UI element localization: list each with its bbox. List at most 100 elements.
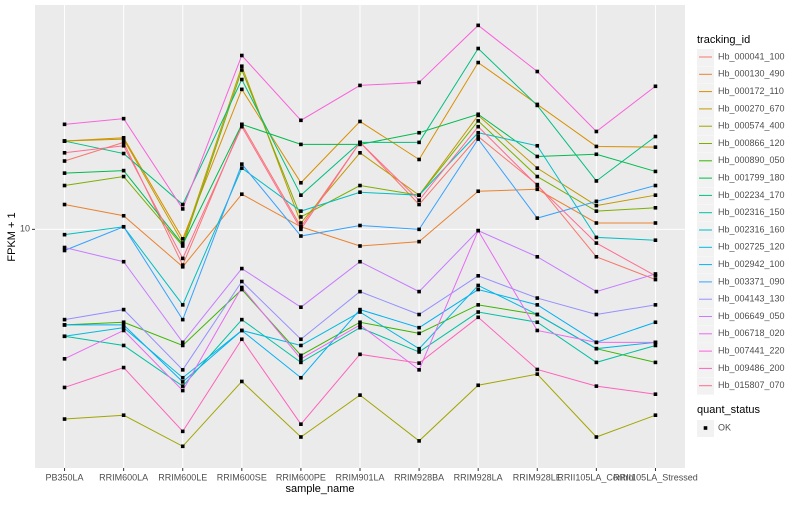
data-point bbox=[240, 285, 244, 290]
data-point bbox=[358, 259, 362, 264]
data-point bbox=[62, 171, 67, 175]
data-point bbox=[240, 68, 244, 72]
y-tick-label: 10 bbox=[20, 224, 30, 234]
legend-label: Hb_000890_050 bbox=[718, 155, 785, 165]
legend-swatch bbox=[703, 426, 708, 430]
data-point bbox=[299, 305, 303, 310]
data-point bbox=[180, 317, 185, 322]
data-point bbox=[121, 365, 126, 370]
data-point bbox=[62, 357, 67, 361]
data-point bbox=[653, 84, 658, 89]
data-point bbox=[417, 439, 421, 443]
data-point bbox=[535, 187, 540, 192]
data-point bbox=[299, 215, 303, 219]
data-point bbox=[653, 169, 658, 174]
legend-label: Hb_002942_100 bbox=[718, 259, 785, 269]
data-point bbox=[476, 124, 480, 129]
data-point bbox=[62, 385, 67, 390]
data-point bbox=[535, 303, 540, 307]
x-tick-label: RRIM600LE bbox=[158, 472, 207, 482]
data-point bbox=[358, 183, 362, 188]
data-point bbox=[121, 137, 126, 141]
data-point bbox=[180, 207, 185, 211]
data-point bbox=[121, 320, 126, 325]
data-point bbox=[476, 383, 480, 388]
data-point bbox=[535, 69, 540, 74]
legend-label: Hb_000130_490 bbox=[718, 69, 785, 79]
legend-label: Hb_003371_090 bbox=[718, 276, 785, 286]
data-point bbox=[535, 166, 540, 170]
data-point bbox=[417, 331, 421, 336]
legend-title: tracking_id bbox=[697, 34, 750, 46]
data-point bbox=[653, 272, 658, 276]
data-point bbox=[653, 320, 658, 325]
legend-label: Hb_004143_130 bbox=[718, 294, 785, 304]
data-point bbox=[121, 328, 126, 333]
data-point bbox=[594, 144, 599, 149]
data-point bbox=[299, 224, 303, 229]
data-point bbox=[653, 413, 658, 417]
data-point bbox=[594, 254, 599, 259]
data-point bbox=[240, 287, 244, 292]
x-tick-label: RRIM600LA bbox=[99, 472, 148, 482]
legend-label: Hb_002234_170 bbox=[718, 190, 785, 200]
data-point bbox=[121, 259, 126, 264]
data-point bbox=[476, 189, 480, 194]
data-point bbox=[299, 234, 303, 238]
data-point bbox=[417, 202, 421, 207]
data-point bbox=[299, 221, 303, 225]
data-point bbox=[62, 151, 67, 155]
data-point bbox=[240, 53, 244, 58]
data-point bbox=[417, 130, 421, 135]
data-point bbox=[62, 245, 67, 250]
data-point bbox=[62, 183, 67, 188]
data-point bbox=[594, 179, 599, 183]
data-point bbox=[358, 310, 362, 314]
data-point bbox=[299, 360, 303, 365]
data-point bbox=[358, 325, 362, 330]
data-point bbox=[653, 145, 658, 149]
data-point bbox=[594, 209, 599, 213]
data-point bbox=[653, 238, 658, 243]
data-point bbox=[121, 323, 126, 327]
data-point bbox=[594, 312, 599, 317]
legend-label: Hb_000574_400 bbox=[718, 121, 785, 131]
data-point bbox=[594, 129, 599, 134]
data-point bbox=[299, 180, 303, 185]
data-point bbox=[535, 367, 540, 372]
data-point bbox=[594, 199, 599, 204]
legend-label: Hb_009486_200 bbox=[718, 363, 785, 373]
legend-label: Hb_000172_110 bbox=[718, 86, 784, 96]
data-point bbox=[476, 273, 480, 278]
data-point bbox=[653, 340, 658, 345]
data-point bbox=[476, 315, 480, 320]
data-point bbox=[299, 227, 303, 232]
data-point bbox=[417, 198, 421, 203]
data-point bbox=[299, 118, 303, 123]
data-point bbox=[240, 64, 244, 69]
data-point bbox=[417, 325, 421, 330]
data-point bbox=[358, 307, 362, 312]
data-point bbox=[240, 317, 244, 322]
data-point bbox=[358, 190, 362, 195]
data-point bbox=[299, 353, 303, 358]
data-point bbox=[180, 388, 185, 393]
data-point bbox=[240, 77, 244, 82]
data-point bbox=[180, 340, 185, 345]
data-point bbox=[62, 317, 67, 322]
data-point bbox=[62, 232, 67, 237]
data-point bbox=[121, 213, 126, 218]
data-point bbox=[299, 343, 303, 348]
data-point bbox=[653, 392, 658, 396]
x-tick-label: RRIM928LE bbox=[513, 472, 562, 482]
data-point bbox=[180, 375, 185, 380]
legend-title: quant_status bbox=[697, 404, 760, 416]
data-point bbox=[299, 142, 303, 147]
legend-label: Hb_000866_120 bbox=[718, 138, 785, 148]
data-point bbox=[62, 323, 67, 327]
data-point bbox=[417, 140, 421, 145]
data-point bbox=[417, 350, 421, 354]
data-point bbox=[240, 124, 244, 129]
x-tick-label: RRIM928BA bbox=[394, 472, 444, 482]
